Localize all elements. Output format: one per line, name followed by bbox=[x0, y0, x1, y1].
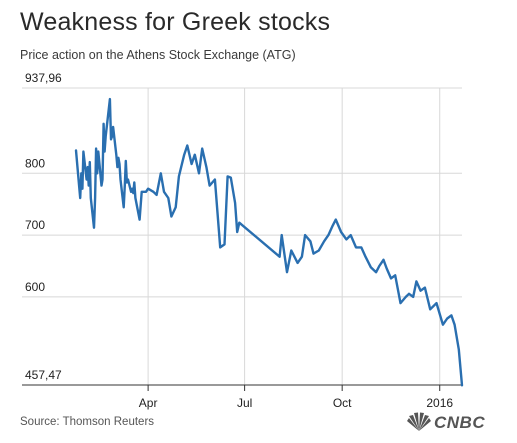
source-note: Source: Thomson Reuters bbox=[20, 416, 155, 428]
y-tick-label: 937,96 bbox=[25, 71, 62, 85]
chart-subtitle: Price action on the Athens Stock Exchang… bbox=[20, 48, 296, 62]
y-tick-label: 700 bbox=[25, 218, 45, 232]
x-tick-label: 2016 bbox=[426, 396, 453, 410]
x-tick-label: Apr bbox=[139, 396, 158, 410]
x-tick-label: Jul bbox=[237, 396, 252, 410]
cnbc-logo: CNBC bbox=[404, 411, 508, 435]
series-line-atg bbox=[74, 97, 464, 387]
peacock-icon bbox=[407, 412, 431, 431]
x-tick-label: Oct bbox=[333, 396, 352, 410]
y-tick-label: 800 bbox=[25, 156, 45, 170]
logo-wordmark: CNBC bbox=[434, 413, 486, 432]
chart-title: Weakness for Greek stocks bbox=[20, 8, 331, 36]
y-tick-label: 600 bbox=[25, 280, 45, 294]
y-tick-label: 457,47 bbox=[25, 368, 62, 382]
